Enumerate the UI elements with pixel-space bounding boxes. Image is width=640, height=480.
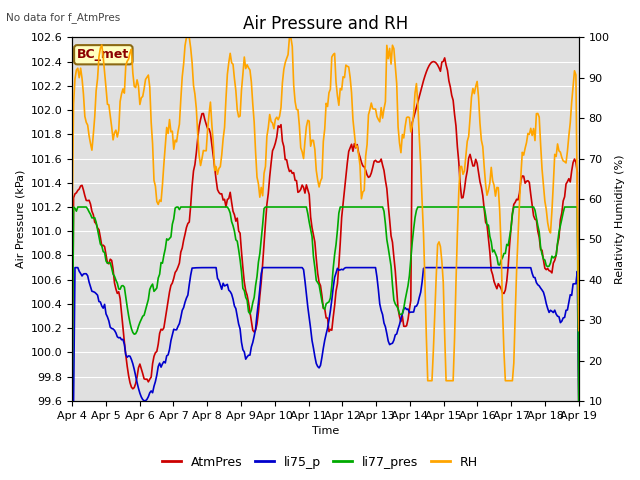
Y-axis label: Air Pressure (kPa): Air Pressure (kPa): [15, 170, 25, 268]
Legend: AtmPres, li75_p, li77_pres, RH: AtmPres, li75_p, li77_pres, RH: [157, 451, 483, 474]
X-axis label: Time: Time: [312, 426, 339, 436]
Y-axis label: Relativity Humidity (%): Relativity Humidity (%): [615, 155, 625, 284]
Text: No data for f_AtmPres: No data for f_AtmPres: [6, 12, 121, 23]
Title: Air Pressure and RH: Air Pressure and RH: [243, 15, 408, 33]
Text: BC_met: BC_met: [77, 48, 129, 61]
